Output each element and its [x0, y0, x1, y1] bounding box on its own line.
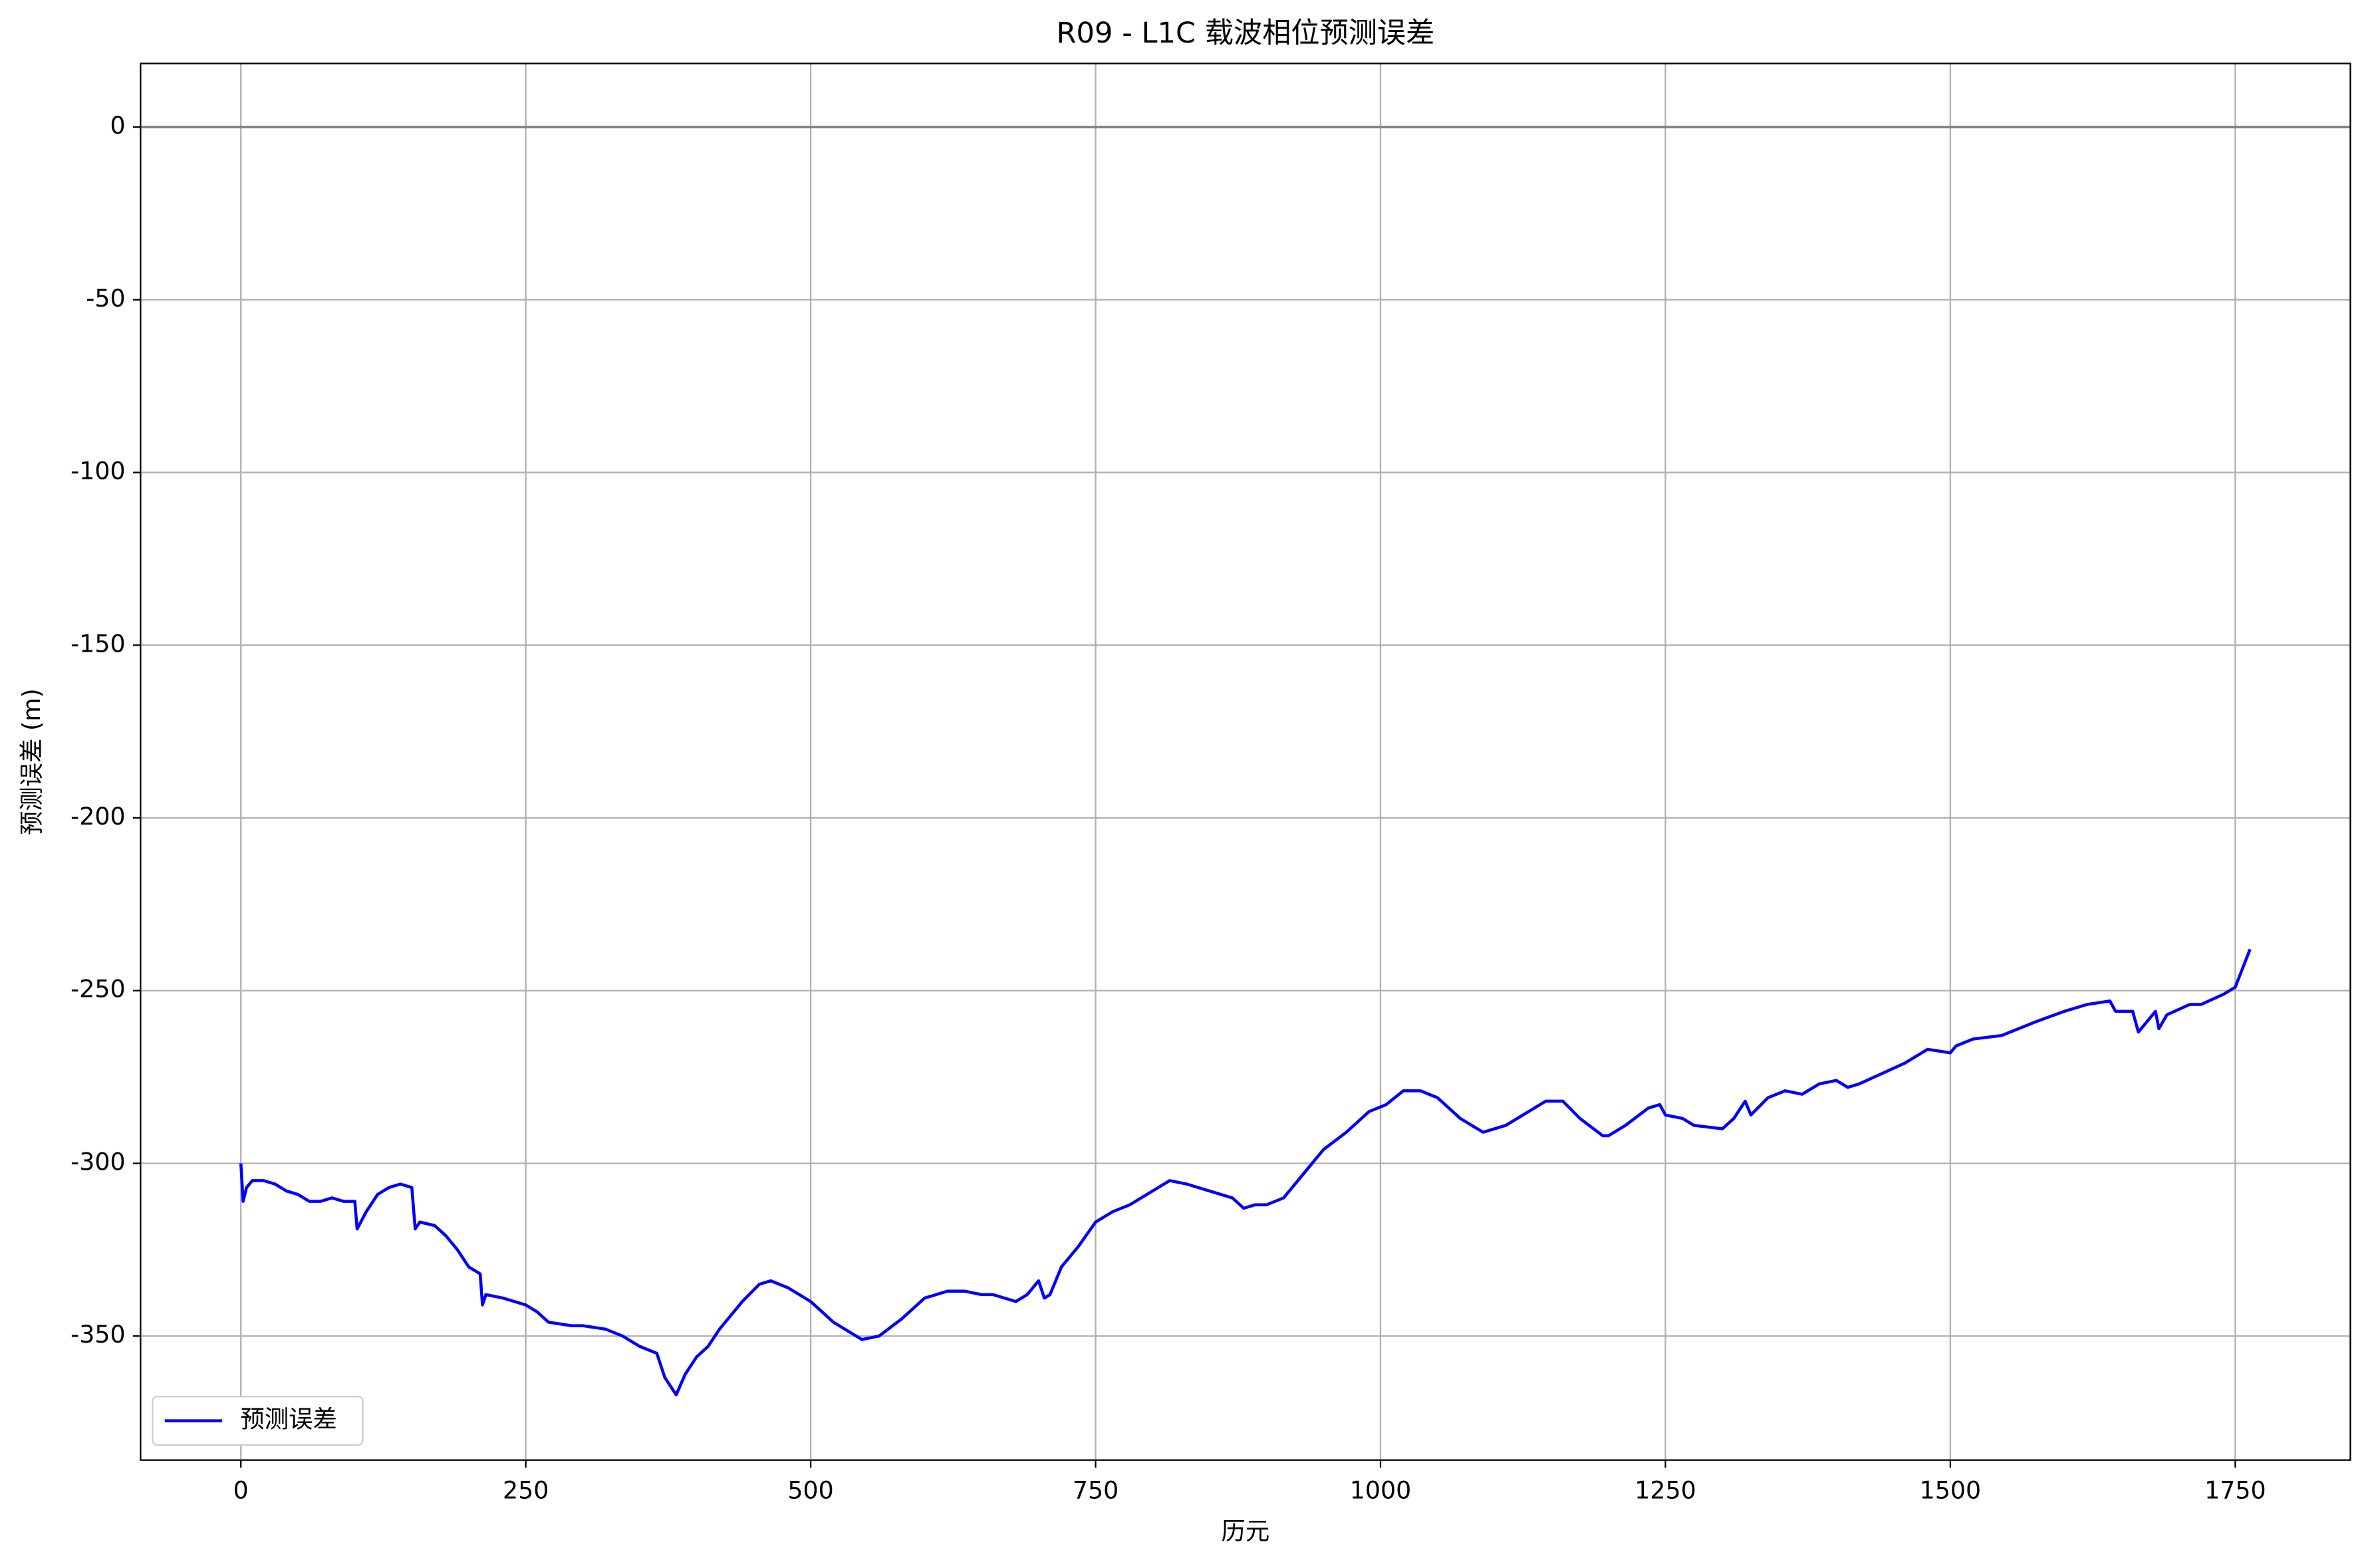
y-tick-label: -100: [70, 457, 126, 485]
legend-box: [152, 1396, 364, 1446]
x-tick-label: 1750: [2204, 1476, 2266, 1504]
y-axis-label: 预测误差 (m): [17, 688, 46, 835]
x-tick-label: 500: [787, 1476, 833, 1504]
data-line: [239, 948, 2252, 1396]
y-tick-label: -200: [70, 802, 126, 831]
x-axis-label: 历元: [1222, 1517, 1270, 1545]
x-tick-label: 250: [503, 1476, 549, 1504]
y-tick-label: -150: [70, 629, 126, 658]
y-tick-label: -350: [70, 1320, 126, 1349]
legend-label: 预测误差: [240, 1405, 336, 1434]
x-tick-label: 1250: [1635, 1476, 1696, 1504]
x-tick-label: 0: [233, 1476, 249, 1504]
y-tick-label: 0: [110, 111, 126, 140]
x-tick-label: 750: [1073, 1476, 1119, 1504]
x-tick-label: 1500: [1920, 1476, 1982, 1504]
plot-frame: [140, 63, 2351, 1461]
y-tick-label: -250: [70, 975, 126, 1003]
y-tick-label: -300: [70, 1147, 126, 1176]
x-tick-label: 1000: [1350, 1476, 1412, 1504]
y-tick-label: -50: [86, 284, 125, 313]
chart-title: R09 - L1C 载波相位预测误差: [1057, 17, 1435, 50]
